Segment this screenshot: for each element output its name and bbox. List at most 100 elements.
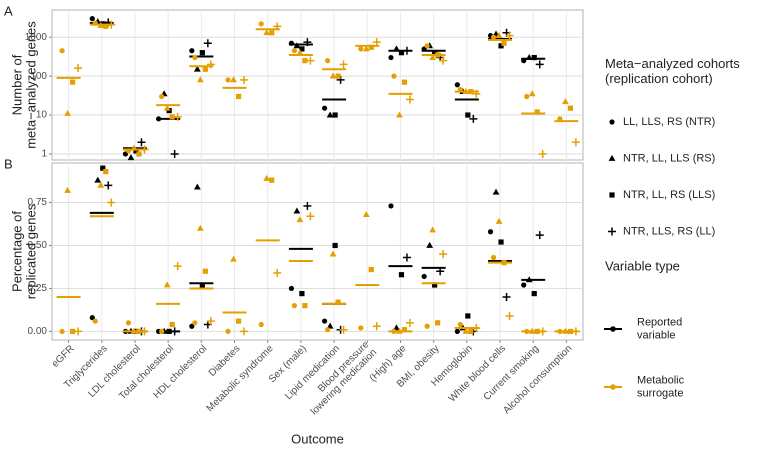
point — [495, 31, 503, 38]
point — [240, 75, 249, 84]
point — [368, 266, 374, 273]
point — [192, 320, 198, 326]
point — [332, 242, 338, 249]
point — [498, 239, 504, 245]
point — [230, 76, 237, 83]
point — [103, 23, 109, 29]
y-tick-label: 0.50 — [28, 240, 48, 251]
point — [137, 138, 146, 147]
point — [388, 54, 394, 61]
y-tick-label: 0.00 — [28, 326, 48, 337]
point — [535, 60, 544, 69]
point — [401, 79, 408, 85]
point — [538, 149, 547, 158]
point — [92, 318, 98, 324]
point — [502, 293, 511, 302]
point — [173, 112, 182, 121]
point — [94, 176, 102, 183]
point — [571, 138, 580, 147]
point — [59, 48, 65, 54]
point — [103, 168, 109, 175]
point — [388, 203, 394, 209]
point — [329, 250, 337, 257]
legend-dot — [610, 326, 616, 332]
point — [490, 34, 497, 40]
point — [401, 327, 408, 333]
point — [69, 79, 76, 85]
point — [299, 46, 305, 52]
point — [398, 50, 405, 56]
point — [405, 95, 414, 104]
legend-label: Reported — [637, 316, 682, 328]
x-tick-label: eGFR — [50, 343, 77, 370]
point — [435, 320, 441, 326]
point — [296, 216, 304, 223]
point — [321, 105, 328, 111]
point — [163, 104, 171, 111]
point — [288, 285, 295, 292]
legend-label: surrogate — [637, 387, 683, 399]
point — [358, 325, 364, 331]
point — [306, 212, 315, 221]
point — [196, 76, 204, 83]
point — [74, 327, 83, 336]
point — [521, 282, 527, 288]
point — [528, 90, 536, 97]
panel-tag: A — [4, 3, 13, 18]
point — [293, 207, 301, 214]
point — [302, 58, 308, 64]
point — [225, 77, 231, 83]
point — [193, 65, 201, 72]
point — [339, 60, 348, 69]
y-tick-label: 0.75 — [28, 197, 48, 208]
point — [203, 39, 212, 48]
legend-symbol — [609, 119, 615, 125]
point — [501, 40, 507, 46]
legend-symbol — [608, 227, 616, 236]
y-axis-label: replicated genes — [23, 203, 38, 299]
point — [358, 46, 364, 52]
x-tick-label: White blood cells — [447, 343, 508, 404]
point — [439, 56, 448, 65]
point — [133, 148, 139, 154]
point — [535, 231, 544, 240]
point — [462, 327, 470, 334]
y-tick-label: 0.25 — [28, 283, 48, 294]
point — [426, 241, 434, 248]
point — [429, 53, 437, 60]
point — [432, 282, 438, 288]
point — [173, 262, 182, 271]
point — [303, 201, 312, 210]
point — [421, 273, 427, 280]
legend-symbol — [608, 154, 616, 161]
point — [332, 112, 338, 118]
point — [193, 183, 201, 190]
point — [531, 291, 537, 297]
point — [531, 54, 537, 61]
point — [398, 272, 405, 278]
legend-title: (replication cohort) — [605, 71, 713, 86]
point — [468, 328, 474, 335]
y-axis-label: Number of — [9, 54, 24, 115]
point — [74, 64, 83, 73]
point — [454, 328, 460, 335]
point — [339, 325, 348, 334]
point — [393, 324, 400, 331]
point — [269, 30, 275, 36]
point — [326, 322, 334, 329]
point — [230, 255, 237, 262]
legend-label: LL, LLS, RS (NTR) — [623, 116, 715, 128]
point — [104, 181, 113, 190]
point — [329, 72, 337, 79]
point — [258, 321, 264, 328]
legend-label: NTR, LL, LLS (RS) — [623, 152, 715, 164]
point — [362, 45, 370, 52]
x-axis-label: Outcome — [291, 431, 344, 446]
y-tick-label: 100 — [30, 71, 47, 82]
point — [206, 317, 215, 326]
point — [465, 112, 471, 118]
point — [199, 50, 205, 56]
point — [465, 313, 471, 319]
x-tick-label: Metabolic syndrome — [205, 343, 276, 414]
point — [487, 229, 494, 235]
